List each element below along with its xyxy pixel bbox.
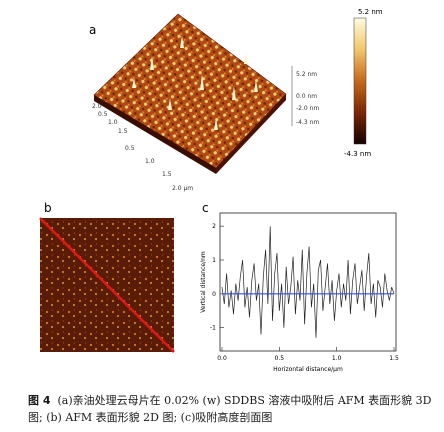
y-tick-label: 2.0 [92, 103, 102, 110]
x-tick-label: 0.5 [275, 355, 285, 362]
y-tick-label: 1 [212, 257, 216, 264]
y-tick-label: 1.0 [108, 119, 118, 126]
x-axis-title: Horizontal distance/μm [273, 366, 343, 373]
figure-caption: 图 4 (a)亲油处理云母片在 0.02% (w) SDDBS 溶液中吸附后 A… [28, 392, 436, 426]
z-tick-label: -4.3 nm [296, 119, 319, 126]
panel-c-label: c [202, 201, 209, 215]
z-tick-label: -2.0 nm [296, 105, 319, 112]
panel-a-3d-surface [93, 13, 287, 174]
panel-a-colorbar: 5.2 nm -4.3 nm [344, 8, 383, 158]
surface-peaks [132, 36, 258, 130]
panel-b-label: b [44, 201, 52, 215]
y-axis-title: Vertical distance/nm [200, 251, 207, 313]
z-tick-label: 0.0 nm [296, 93, 317, 100]
panel-a-z-axis: 5.2 nm 0.0 nm -2.0 nm -4.3 nm [291, 66, 319, 126]
plot-frame [219, 212, 397, 352]
colorbar-max-label: 5.2 nm [358, 8, 383, 16]
profile-line [39, 217, 175, 353]
z-tick-label: 5.2 nm [296, 71, 317, 78]
y-tick-label: 0 [212, 291, 216, 298]
panel-b-2d-image [39, 217, 175, 353]
figure-canvas: a 5.2 nm 0.0 nm -2.0 nm -4.3 nm 0.5 1.0 … [39, 8, 399, 373]
panel-c-chart: -1 0 1 2 0.0 0.5 1.0 1.5 Horizontal distance/μ… [200, 212, 399, 373]
panel-a-label: a [89, 23, 96, 37]
x-tick-label: 1.0 [332, 355, 342, 362]
y-tick-label: 1.5 [118, 128, 128, 135]
colorbar-min-label: -4.3 nm [344, 150, 371, 158]
x-tick-label: 1.5 [389, 355, 399, 362]
x-tick-label: 2.0 μm [172, 185, 193, 192]
x-tick-label: 1.5 [162, 171, 172, 178]
y-tick-label: 2 [212, 223, 216, 230]
x-tick-label: 1.0 [145, 158, 155, 165]
x-tick-label: 0.5 [125, 145, 135, 152]
caption-text: (a)亲油处理云母片在 0.02% (w) SDDBS 溶液中吸附后 AFM 表… [28, 394, 432, 424]
y-tick-label: 0.5 [98, 111, 108, 118]
x-tick-label: 0.0 [217, 355, 227, 362]
caption-number: 图 4 [28, 394, 51, 407]
panel-a-y-axis: 0.5 1.0 1.5 2.0 [92, 103, 128, 135]
y-tick-label: -1 [210, 325, 216, 332]
panel-a-x-axis: 0.5 1.0 1.5 2.0 μm [125, 145, 193, 192]
